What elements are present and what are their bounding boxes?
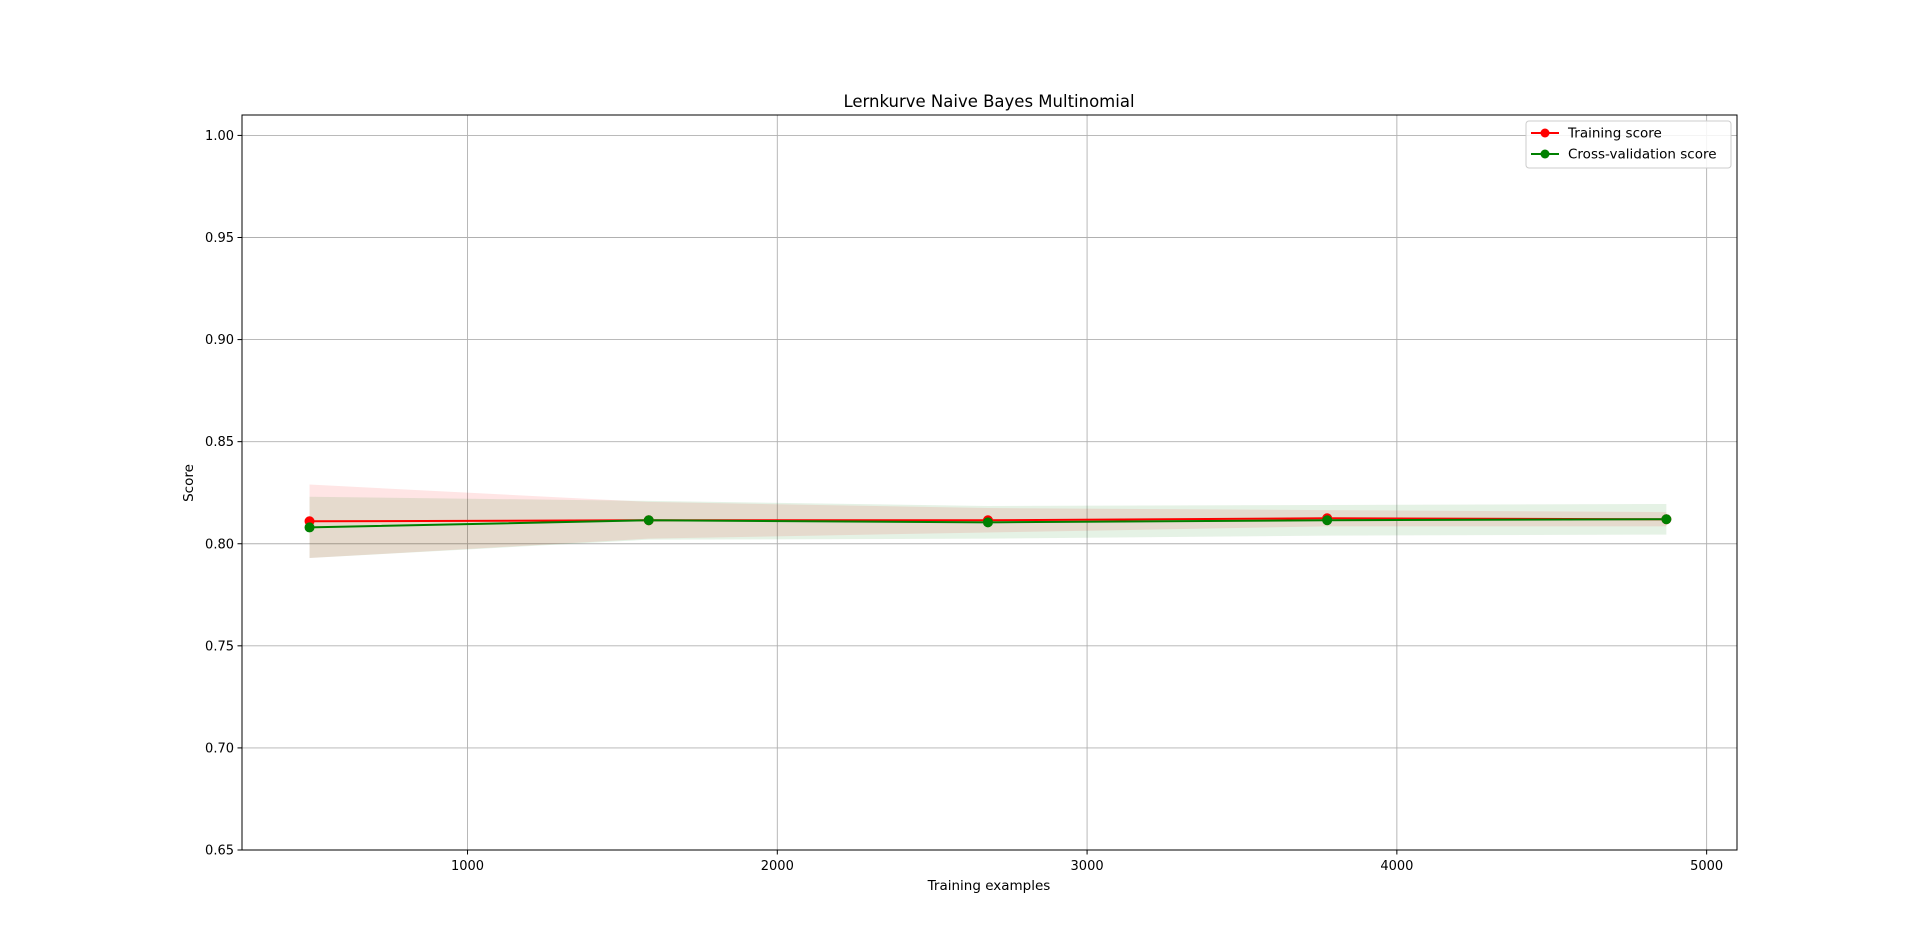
y-axis-ticks: 0.65 0.70 0.75 0.80 0.85 0.90 0.95 1.00 xyxy=(205,129,242,859)
y-tick-label: 1.00 xyxy=(205,129,234,144)
y-tick-label: 0.80 xyxy=(205,537,234,552)
y-tick-label: 0.70 xyxy=(205,741,234,756)
legend-entry-label: Training score xyxy=(1567,126,1662,142)
legend-box xyxy=(1525,120,1732,169)
y-axis-label: Score xyxy=(181,464,197,502)
y-tick-label: 0.65 xyxy=(205,844,234,859)
x-tick-label: 5000 xyxy=(1690,859,1723,874)
confidence-band-cross-validation xyxy=(309,496,1667,559)
legend-entry-label: Cross-validation score xyxy=(1568,147,1717,163)
x-tick-label: 1000 xyxy=(451,859,484,874)
y-tick-label: 0.90 xyxy=(205,333,234,348)
x-axis-ticks: 1000 2000 3000 4000 5000 xyxy=(451,850,1723,874)
chart-title: Lernkurve Naive Bayes Multinomial xyxy=(843,92,1134,111)
grid-layer xyxy=(242,115,1737,851)
legend: Training score Cross-validation score xyxy=(1525,120,1732,169)
y-tick-label: 0.95 xyxy=(205,231,234,246)
plot-area-frame xyxy=(241,114,1738,851)
y-tick-label: 0.75 xyxy=(205,639,234,654)
data-point-cross-validation xyxy=(1322,515,1333,526)
data-point-cross-validation xyxy=(982,517,993,528)
data-point-cross-validation xyxy=(643,515,654,526)
y-tick-label: 0.85 xyxy=(205,435,234,450)
legend-marker-swatch xyxy=(1540,149,1550,159)
x-tick-label: 2000 xyxy=(761,859,794,874)
legend-marker-swatch xyxy=(1540,128,1550,138)
x-axis-label: Training examples xyxy=(927,878,1051,894)
series-points xyxy=(304,513,1672,533)
data-point-cross-validation xyxy=(304,522,315,533)
x-tick-label: 4000 xyxy=(1380,859,1413,874)
data-point-cross-validation xyxy=(1661,514,1672,525)
x-tick-label: 3000 xyxy=(1071,859,1104,874)
